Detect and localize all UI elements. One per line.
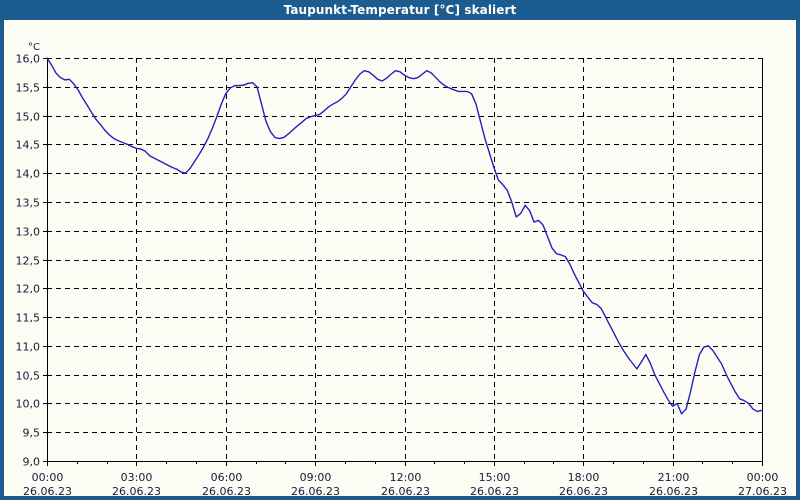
x-tick-time-label: 18:00 bbox=[568, 471, 600, 484]
x-tick-date-label: 26.06.23 bbox=[649, 485, 698, 496]
x-tick-time-label: 00:00 bbox=[32, 471, 64, 484]
x-tick-date-label: 26.06.23 bbox=[23, 485, 72, 496]
x-tick-time-label: 09:00 bbox=[300, 471, 332, 484]
y-axis-unit-label: °C bbox=[28, 42, 40, 53]
x-tick-date-label: 26.06.23 bbox=[381, 485, 430, 496]
y-tick-label: 15,5 bbox=[16, 82, 41, 95]
y-tick-label: 10,5 bbox=[16, 370, 41, 383]
y-axis-labels: 9,0 9,5 10,0 10,5 11,0 11,5 12,0 12,5 13,0 13,5 14… bbox=[16, 53, 41, 469]
x-tick-date-label: 26.06.23 bbox=[291, 485, 340, 496]
page-title: Taupunkt-Temperatur [°C] skaliert bbox=[283, 3, 517, 17]
x-tick-time-label: 15:00 bbox=[479, 471, 511, 484]
y-tick-label: 9,5 bbox=[23, 427, 41, 440]
x-tick-time-label: 03:00 bbox=[121, 471, 153, 484]
y-tick-label: 11,5 bbox=[16, 312, 41, 325]
x-axis-labels: 00:0026.06.2303:0026.06.2306:0026.06.230… bbox=[23, 471, 787, 496]
x-tick-time-label: 00:00 bbox=[747, 471, 779, 484]
axis-lines bbox=[47, 58, 763, 462]
x-tick-date-label: 27.06.23 bbox=[738, 485, 787, 496]
axis-ticks bbox=[43, 58, 763, 466]
y-tick-label: 15,0 bbox=[16, 111, 41, 124]
y-tick-label: 14,5 bbox=[16, 139, 41, 152]
chart-canvas: 9,0 9,5 10,0 10,5 11,0 11,5 12,0 12,5 13,0 13,5 14… bbox=[4, 20, 796, 496]
y-tick-label: 10,0 bbox=[16, 398, 41, 411]
y-tick-label: 13,0 bbox=[16, 226, 41, 239]
series-line-0 bbox=[46, 57, 763, 415]
x-tick-date-label: 26.06.23 bbox=[202, 485, 251, 496]
x-tick-date-label: 26.06.23 bbox=[559, 485, 608, 496]
temperature-line-chart: 9,0 9,5 10,0 10,5 11,0 11,5 12,0 12,5 13,0 13,5 14… bbox=[16, 42, 787, 496]
y-tick-label: 13,5 bbox=[16, 197, 41, 210]
y-tick-label: 9,0 bbox=[23, 456, 41, 469]
x-tick-time-label: 06:00 bbox=[211, 471, 243, 484]
grid-lines bbox=[47, 58, 762, 462]
y-tick-label: 16,0 bbox=[16, 53, 41, 66]
y-tick-label: 11,0 bbox=[16, 341, 41, 354]
x-tick-date-label: 26.06.23 bbox=[470, 485, 519, 496]
y-axis-unit: °C bbox=[28, 42, 40, 53]
y-tick-label: 12,0 bbox=[16, 283, 41, 296]
window-title-bar: Taupunkt-Temperatur [°C] skaliert bbox=[0, 0, 800, 20]
x-tick-time-label: 12:00 bbox=[390, 471, 422, 484]
y-tick-label: 14,0 bbox=[16, 168, 41, 181]
x-tick-date-label: 26.06.23 bbox=[112, 485, 161, 496]
x-tick-time-label: 21:00 bbox=[658, 471, 690, 484]
data-series bbox=[46, 57, 763, 415]
y-tick-label: 12,5 bbox=[16, 255, 41, 268]
